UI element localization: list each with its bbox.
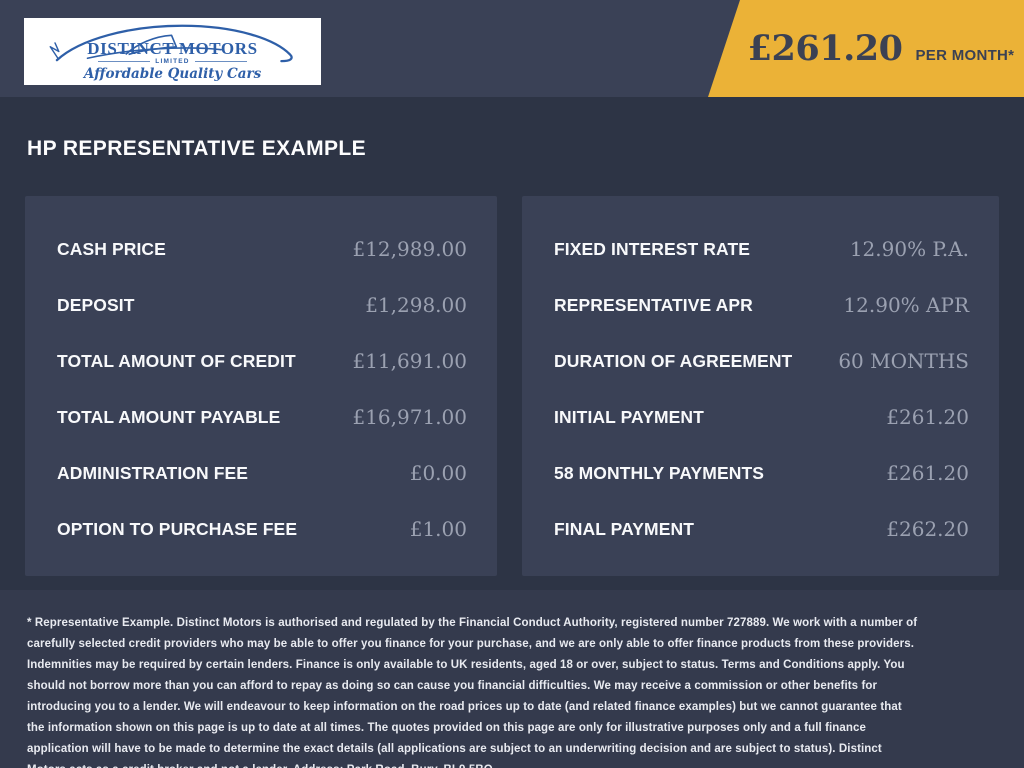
logo-name: DISTINCT MOTORS: [87, 39, 258, 58]
finance-row-final-payment: FINAL PAYMENT £262.20: [554, 501, 969, 557]
finance-row-total-credit: TOTAL AMOUNT OF CREDIT £11,691.00: [57, 333, 467, 389]
finance-row-monthly-payments: 58 MONTHLY PAYMENTS £261.20: [554, 445, 969, 501]
finance-label: DURATION OF AGREEMENT: [554, 350, 793, 371]
finance-label: 58 MONTHLY PAYMENTS: [554, 462, 765, 483]
logo-limited-label: LIMITED: [155, 58, 190, 65]
header-bar: DISTINCT MOTORS LIMITED Affordable Quali…: [0, 0, 1024, 97]
finance-value: 12.90% APR: [843, 293, 969, 317]
page-title: HP REPRESENTATIVE EXAMPLE: [27, 137, 367, 160]
finance-label: FINAL PAYMENT: [554, 518, 695, 539]
finance-label: TOTAL AMOUNT PAYABLE: [57, 406, 281, 427]
finance-value: 12.90% P.A.: [849, 237, 969, 261]
payment-terms-panel: FIXED INTEREST RATE 12.90% P.A. REPRESEN…: [522, 196, 999, 576]
car-outline-icon: [49, 24, 293, 63]
finance-value: £261.20: [886, 461, 969, 485]
price-banner-content: £261.20 PER MONTH*: [748, 28, 1015, 69]
logo-rule-left: [98, 61, 151, 62]
finance-row-deposit: DEPOSIT £1,298.00: [57, 277, 467, 333]
finance-row-initial-payment: INITIAL PAYMENT £261.20: [554, 389, 969, 445]
finance-value: £12,989.00: [352, 237, 467, 261]
finance-value: 60 MONTHS: [838, 349, 969, 373]
finance-row-apr: REPRESENTATIVE APR 12.90% APR: [554, 277, 969, 333]
finance-label: ADMINISTRATION FEE: [57, 462, 249, 483]
finance-label: REPRESENTATIVE APR: [554, 294, 753, 315]
finance-row-cash-price: CASH PRICE £12,989.00: [57, 221, 467, 277]
finance-value: £0.00: [409, 461, 467, 485]
finance-value: £1,298.00: [365, 293, 467, 317]
logo-limited-row: LIMITED: [24, 58, 321, 65]
finance-label: TOTAL AMOUNT OF CREDIT: [57, 350, 296, 371]
finance-label: CASH PRICE: [57, 238, 166, 259]
monthly-price-suffix: PER MONTH*: [915, 47, 1015, 64]
finance-row-duration: DURATION OF AGREEMENT 60 MONTHS: [554, 333, 969, 389]
monthly-price-amount: £261.20: [747, 28, 903, 69]
finance-row-admin-fee: ADMINISTRATION FEE £0.00: [57, 445, 467, 501]
finance-row-total-payable: TOTAL AMOUNT PAYABLE £16,971.00: [57, 389, 467, 445]
finance-row-purchase-fee: OPTION TO PURCHASE FEE £1.00: [57, 501, 467, 557]
finance-breakdown-panel: CASH PRICE £12,989.00 DEPOSIT £1,298.00 …: [25, 196, 497, 576]
finance-row-interest-rate: FIXED INTEREST RATE 12.90% P.A.: [554, 221, 969, 277]
finance-label: FIXED INTEREST RATE: [554, 238, 751, 259]
finance-value: £16,971.00: [352, 405, 467, 429]
finance-value: £1.00: [409, 517, 467, 541]
finance-value: £261.20: [886, 405, 969, 429]
main-content: HP REPRESENTATIVE EXAMPLE CASH PRICE £12…: [0, 97, 1024, 590]
disclaimer-footer: * Representative Example. Distinct Motor…: [0, 590, 1024, 768]
dealer-logo[interactable]: DISTINCT MOTORS LIMITED Affordable Quali…: [24, 18, 321, 85]
finance-panels: CASH PRICE £12,989.00 DEPOSIT £1,298.00 …: [25, 196, 999, 576]
logo-tagline: Affordable Quality Cars: [83, 66, 262, 82]
finance-label: OPTION TO PURCHASE FEE: [57, 518, 298, 539]
disclaimer-text: * Representative Example. Distinct Motor…: [27, 617, 918, 768]
logo-text-block: DISTINCT MOTORS LIMITED Affordable Quali…: [24, 39, 321, 82]
finance-value: £262.20: [886, 517, 969, 541]
monthly-price-banner: £261.20 PER MONTH*: [708, 0, 1024, 97]
logo-rule-right: [194, 61, 247, 62]
finance-value: £11,691.00: [352, 349, 467, 373]
finance-label: INITIAL PAYMENT: [554, 406, 704, 427]
finance-label: DEPOSIT: [57, 294, 135, 315]
